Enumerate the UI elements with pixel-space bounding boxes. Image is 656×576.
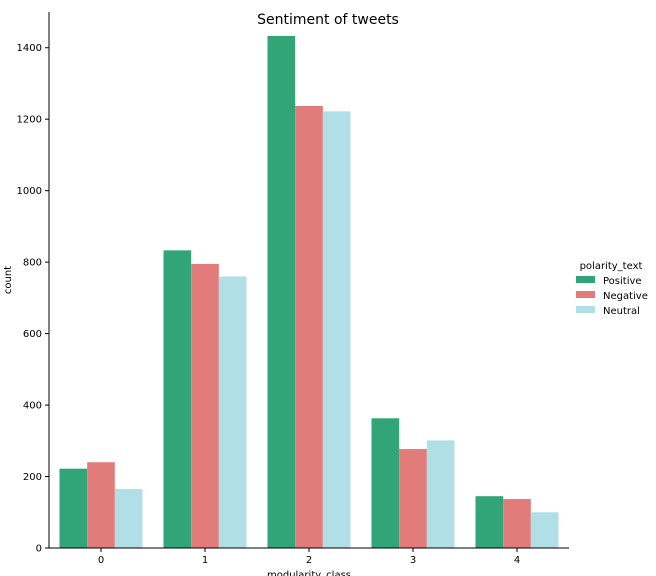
bar-positive-1 xyxy=(163,250,192,548)
bar-negative-2 xyxy=(295,105,323,548)
y-tick-label: 600 xyxy=(23,329,42,340)
y-axis-ticks: 0 200 400 600 800 1000 1200 1400 xyxy=(17,43,49,555)
bar-neutral-2 xyxy=(322,111,351,548)
bar-positive-3 xyxy=(371,418,400,548)
y-tick-label: 400 xyxy=(23,401,42,412)
x-tick-label: 2 xyxy=(306,555,312,566)
x-axis-label: modularity_class xyxy=(267,570,351,576)
x-tick-label: 0 xyxy=(98,555,104,566)
legend-entries: Positive Negative Neutral xyxy=(576,276,648,317)
bar-positive-4 xyxy=(475,496,504,548)
legend-label-positive: Positive xyxy=(603,276,642,287)
y-tick-label: 1400 xyxy=(17,43,42,54)
bar-negative-0 xyxy=(87,462,115,548)
x-tick-label: 3 xyxy=(410,555,416,566)
legend-label-negative: Negative xyxy=(603,291,648,302)
bar-negative-3 xyxy=(399,449,427,548)
bar-neutral-3 xyxy=(426,440,455,548)
legend-swatch-positive xyxy=(576,276,595,283)
x-tick-label: 4 xyxy=(514,555,520,566)
legend-label-neutral: Neutral xyxy=(603,306,640,317)
bar-neutral-4 xyxy=(530,512,559,548)
legend-swatch-neutral xyxy=(576,306,595,313)
y-axis-label: count xyxy=(3,266,14,294)
y-tick-label: 800 xyxy=(23,258,42,269)
legend-title: polarity_text xyxy=(580,261,643,272)
y-tick-label: 0 xyxy=(36,544,42,555)
bars-group xyxy=(59,35,559,548)
legend: polarity_text Positive Negative Neutral xyxy=(576,261,648,317)
bar-neutral-1 xyxy=(218,276,247,548)
bar-negative-4 xyxy=(503,499,531,548)
y-tick-label: 200 xyxy=(23,472,42,483)
x-axis-ticks: 0 1 2 3 4 xyxy=(98,548,520,566)
bar-neutral-0 xyxy=(114,489,143,548)
y-tick-label: 1000 xyxy=(17,186,42,197)
legend-swatch-negative xyxy=(576,291,595,298)
bar-positive-0 xyxy=(59,468,88,548)
bar-positive-2 xyxy=(267,35,296,548)
x-tick-label: 1 xyxy=(202,555,208,566)
chart-title: Sentiment of tweets xyxy=(257,12,399,28)
bar-negative-1 xyxy=(191,263,219,548)
y-tick-label: 1200 xyxy=(17,115,42,126)
